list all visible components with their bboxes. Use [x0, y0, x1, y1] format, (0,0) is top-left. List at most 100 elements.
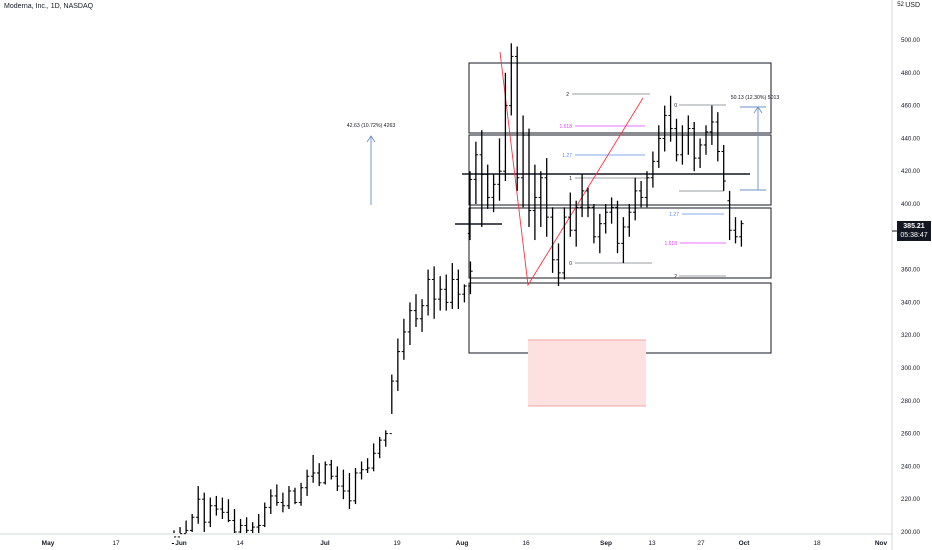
ohlc-bar[interactable] — [526, 128, 532, 227]
ohlc-bar[interactable] — [680, 125, 685, 165]
ohlc-bar[interactable] — [383, 430, 388, 447]
ohlc-bar[interactable] — [692, 122, 697, 172]
ohlc-bar[interactable] — [365, 458, 370, 473]
ohlc-bar[interactable] — [304, 469, 310, 496]
ohlc-bar[interactable] — [280, 492, 286, 513]
ohlc-bar[interactable] — [413, 294, 419, 327]
ohlc-bar[interactable] — [579, 174, 585, 218]
ohlc-bar[interactable] — [444, 274, 449, 311]
ohlc-bar[interactable] — [208, 497, 213, 528]
ohlc-bar[interactable] — [456, 269, 461, 309]
ohlc-bar[interactable] — [450, 263, 455, 309]
ohlc-bar[interactable] — [438, 276, 443, 311]
ohlc-bar[interactable] — [520, 115, 526, 208]
ohlc-bar[interactable] — [226, 499, 231, 523]
ohlc-bar[interactable] — [292, 487, 298, 505]
ohlc-bar[interactable] — [627, 204, 632, 237]
ohlc-bar[interactable] — [359, 461, 364, 480]
ohlc-bar[interactable] — [317, 463, 322, 487]
ohlc-bar[interactable] — [256, 513, 261, 533]
ohlc-bar[interactable] — [250, 522, 255, 533]
ohlc-bar[interactable] — [686, 115, 691, 155]
ohlc-bar[interactable] — [650, 151, 656, 188]
ohlc-bar[interactable] — [585, 187, 591, 218]
ohlc-bar[interactable] — [656, 125, 661, 168]
pattern-leg-lines[interactable] — [499, 51, 644, 287]
ohlc-bar[interactable] — [298, 482, 304, 506]
ohlc-bar[interactable] — [674, 118, 679, 162]
ohlc-bar[interactable] — [633, 177, 638, 221]
ohlc-bar[interactable] — [562, 207, 567, 280]
ohlc-bar[interactable] — [214, 495, 219, 516]
ohlc-bar[interactable] — [462, 284, 467, 303]
ohlc-bar[interactable] — [544, 158, 549, 237]
ohlc-bar[interactable] — [733, 217, 738, 244]
ohlc-bar[interactable] — [323, 461, 328, 485]
ohlc-bar[interactable] — [419, 299, 425, 332]
target-zone[interactable] — [528, 340, 646, 406]
ohlc-bar[interactable] — [515, 46, 520, 191]
ohlc-bar[interactable] — [538, 171, 543, 227]
ohlc-bar[interactable] — [697, 138, 703, 168]
ohlc-bar[interactable] — [171, 530, 177, 544]
ohlc-bar[interactable] — [431, 266, 437, 319]
ohlc-bar[interactable] — [274, 484, 280, 506]
ohlc-bar[interactable] — [727, 190, 732, 241]
ohlc-bar[interactable] — [238, 518, 243, 533]
ohlc-bar[interactable] — [703, 125, 709, 155]
ohlc-bar[interactable] — [262, 502, 267, 528]
ohlc-bar[interactable] — [609, 197, 614, 224]
ohlc-bar[interactable] — [556, 243, 561, 286]
ohlc-bar[interactable] — [603, 204, 608, 234]
ohlc-bar[interactable] — [232, 509, 237, 533]
ohlc-bar[interactable] — [509, 43, 514, 116]
ohlc-bar[interactable] — [715, 112, 720, 162]
ohlc-bar[interactable] — [721, 144, 726, 191]
ohlc-bar[interactable] — [377, 436, 382, 459]
ohlc-bar[interactable] — [503, 72, 508, 182]
ohlc-bar[interactable] — [468, 261, 473, 295]
ohlc-bar[interactable] — [550, 207, 555, 273]
ohlc-bar[interactable] — [407, 302, 413, 346]
ohlc-bar[interactable] — [621, 217, 626, 264]
ohlc-bar[interactable] — [401, 318, 407, 360]
ohlc-bar[interactable] — [467, 171, 473, 241]
ohlc-bar[interactable] — [644, 171, 650, 208]
ohlc-bar[interactable] — [268, 489, 273, 514]
ohlc-bar[interactable] — [347, 472, 352, 510]
ohlc-bar[interactable] — [591, 204, 597, 244]
range-box-lower-middle[interactable] — [468, 207, 772, 279]
range-box-top[interactable] — [468, 62, 772, 134]
ohlc-bar[interactable] — [329, 459, 334, 480]
ohlc-bar[interactable] — [189, 513, 195, 532]
ohlc-bar[interactable] — [335, 466, 340, 491]
ohlc-bar[interactable] — [183, 520, 189, 535]
ohlc-bar[interactable] — [244, 517, 249, 533]
ohlc-bar[interactable] — [479, 130, 484, 227]
ohlc-bar[interactable] — [196, 486, 201, 524]
time-axis[interactable]: May 17 Jun 14 Jul 19 Aug 16 Sep 13 27 Oct 18 Nov — [42, 540, 888, 547]
ohlc-bars[interactable] — [171, 43, 744, 544]
ohlc-bar[interactable] — [638, 181, 644, 208]
price-axis[interactable]: 200.00 220.00 240.00 260.00 280.00 300.00 320.… — [901, 37, 920, 536]
ohlc-bar[interactable] — [739, 220, 744, 247]
ohlc-bar[interactable] — [574, 200, 579, 247]
ohlc-bar[interactable] — [353, 468, 358, 505]
ohlc-bar[interactable] — [615, 200, 620, 254]
ohlc-bar[interactable] — [568, 192, 573, 237]
ohlc-bar[interactable] — [371, 443, 376, 472]
ohlc-bar[interactable] — [395, 338, 401, 391]
ohlc-bar[interactable] — [202, 492, 207, 532]
ohlc-bar[interactable] — [310, 454, 316, 483]
ohlc-bar[interactable] — [473, 141, 479, 204]
ohlc-bar[interactable] — [497, 138, 502, 201]
ohlc-bar[interactable] — [709, 105, 715, 145]
ohlc-bar[interactable] — [662, 105, 667, 152]
ohlc-bar[interactable] — [491, 174, 496, 213]
ohlc-bar[interactable] — [597, 213, 602, 254]
ohlc-bar[interactable] — [425, 269, 431, 316]
ohlc-bar[interactable] — [389, 374, 394, 435]
ohlc-bar[interactable] — [286, 486, 292, 510]
ohlc-bar[interactable] — [532, 164, 538, 241]
